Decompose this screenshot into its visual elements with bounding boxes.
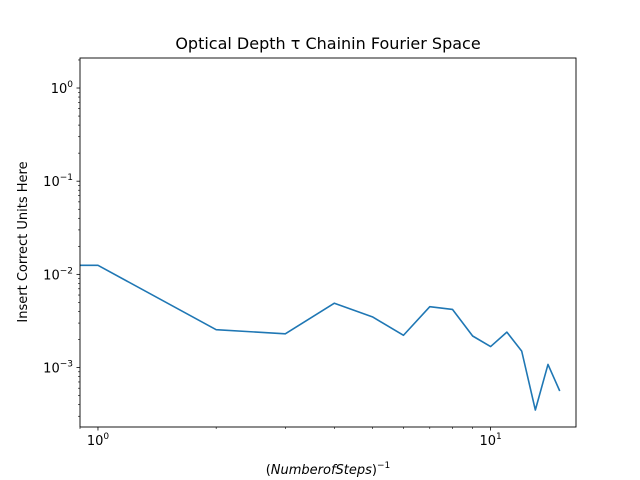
y-axis-label: Insert Correct Units Here xyxy=(16,161,31,322)
y-tick-label: 10−3 xyxy=(43,360,73,377)
chart-title: Optical Depth τ Chainin Fourier Space xyxy=(175,34,480,53)
series-line xyxy=(80,264,561,411)
x-axis-ticks: 100 101 xyxy=(79,427,502,449)
y-tick-label: 10−1 xyxy=(43,173,73,190)
x-tick-label: 101 xyxy=(479,432,501,449)
y-tick-label: 100 xyxy=(51,80,74,97)
y-axis-ticks: 10−3 10−2 10−1 100 xyxy=(43,59,80,417)
plot-area xyxy=(79,57,577,428)
y-tick-label: 10−2 xyxy=(43,266,73,283)
x-tick-label: 100 xyxy=(87,432,110,449)
plot-frame xyxy=(79,57,577,428)
x-axis-label: (NumberofSteps)−1 xyxy=(266,461,391,478)
